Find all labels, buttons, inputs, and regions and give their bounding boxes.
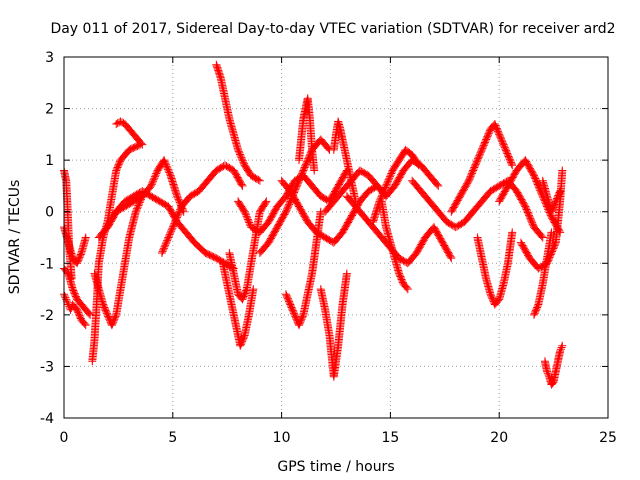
series-track-27 bbox=[473, 228, 517, 309]
series-track-09 bbox=[103, 156, 188, 232]
x-tick-label: 15 bbox=[381, 430, 399, 446]
data-point bbox=[556, 187, 565, 196]
data-point bbox=[414, 161, 423, 170]
data-point bbox=[555, 188, 564, 197]
x-tick-label: 25 bbox=[599, 430, 617, 446]
data-point bbox=[543, 369, 552, 378]
y-tick-label: -1 bbox=[40, 256, 54, 272]
series-track-16 bbox=[281, 207, 325, 330]
series-track-10 bbox=[157, 161, 247, 257]
data-point bbox=[446, 252, 455, 261]
data-point bbox=[556, 346, 565, 355]
data-point bbox=[86, 310, 95, 319]
data-point bbox=[310, 166, 319, 175]
data-point bbox=[508, 228, 517, 237]
series-track-32 bbox=[540, 341, 567, 389]
series-track-06 bbox=[90, 192, 147, 330]
series-track-26 bbox=[447, 120, 517, 216]
series-track-07 bbox=[112, 117, 147, 149]
x-tick-label: 10 bbox=[273, 430, 291, 446]
data-point bbox=[85, 309, 94, 318]
x-axis-label: GPS time / hours bbox=[277, 459, 394, 475]
y-tick-label: 3 bbox=[45, 50, 54, 66]
data-point bbox=[402, 283, 411, 292]
data-point bbox=[558, 341, 567, 350]
data-point bbox=[237, 180, 246, 189]
data-point bbox=[60, 291, 69, 300]
series-track-03 bbox=[60, 264, 95, 319]
data-point bbox=[342, 269, 351, 278]
data-points bbox=[60, 60, 567, 389]
x-tick-label: 5 bbox=[168, 430, 177, 446]
y-axis-label: SDTVAR / TECUs bbox=[7, 180, 23, 295]
data-point bbox=[547, 228, 556, 237]
data-point bbox=[434, 181, 443, 190]
data-point bbox=[81, 321, 90, 330]
data-point bbox=[447, 254, 456, 263]
data-point bbox=[138, 140, 147, 149]
data-point bbox=[63, 298, 72, 307]
data-point bbox=[413, 160, 422, 169]
data-point bbox=[255, 176, 264, 185]
x-tick-label: 20 bbox=[490, 430, 508, 446]
series-track-24 bbox=[368, 145, 423, 227]
y-tick-label: 0 bbox=[45, 205, 54, 221]
data-point bbox=[254, 175, 263, 184]
axis-ticks: 0 5 10 15 20 25 -4 -3 -2 -1 0 1 2 3 bbox=[40, 50, 617, 446]
series-track-11 bbox=[212, 60, 264, 185]
data-point bbox=[543, 367, 552, 376]
series-track-30 bbox=[530, 228, 556, 319]
series-track-01 bbox=[60, 290, 90, 330]
data-point bbox=[508, 161, 517, 170]
series-track-13 bbox=[225, 197, 271, 304]
x-tick-label: 0 bbox=[60, 430, 69, 446]
data-point bbox=[403, 285, 412, 294]
plot-frame bbox=[63, 56, 609, 419]
y-tick-label: 2 bbox=[45, 102, 54, 118]
data-point bbox=[537, 232, 546, 241]
data-point bbox=[261, 198, 270, 207]
data-point bbox=[262, 197, 271, 206]
data-point bbox=[557, 343, 566, 352]
data-point bbox=[558, 166, 567, 175]
series-track-31 bbox=[538, 176, 565, 216]
y-tick-label: 1 bbox=[45, 153, 54, 169]
data-point bbox=[238, 181, 247, 190]
series-track-17 bbox=[295, 94, 319, 175]
data-point bbox=[507, 159, 516, 168]
series-track-19 bbox=[316, 269, 351, 381]
data-point bbox=[81, 233, 90, 242]
data-point bbox=[538, 233, 547, 242]
data-point bbox=[433, 180, 442, 189]
data-point bbox=[80, 319, 89, 328]
data-point bbox=[548, 379, 557, 388]
series-track-05 bbox=[88, 140, 145, 366]
series-track-22 bbox=[342, 192, 456, 268]
data-point bbox=[556, 345, 565, 354]
chart-title: Day 011 of 2017, Sidereal Day-to-day VTE… bbox=[50, 21, 615, 37]
y-tick-label: -3 bbox=[40, 359, 54, 375]
series-track-21 bbox=[321, 156, 443, 216]
data-point bbox=[61, 293, 70, 302]
y-tick-label: -4 bbox=[40, 411, 54, 427]
y-tick-label: -2 bbox=[40, 308, 54, 324]
data-point bbox=[137, 139, 146, 148]
series-track-12 bbox=[218, 259, 258, 350]
